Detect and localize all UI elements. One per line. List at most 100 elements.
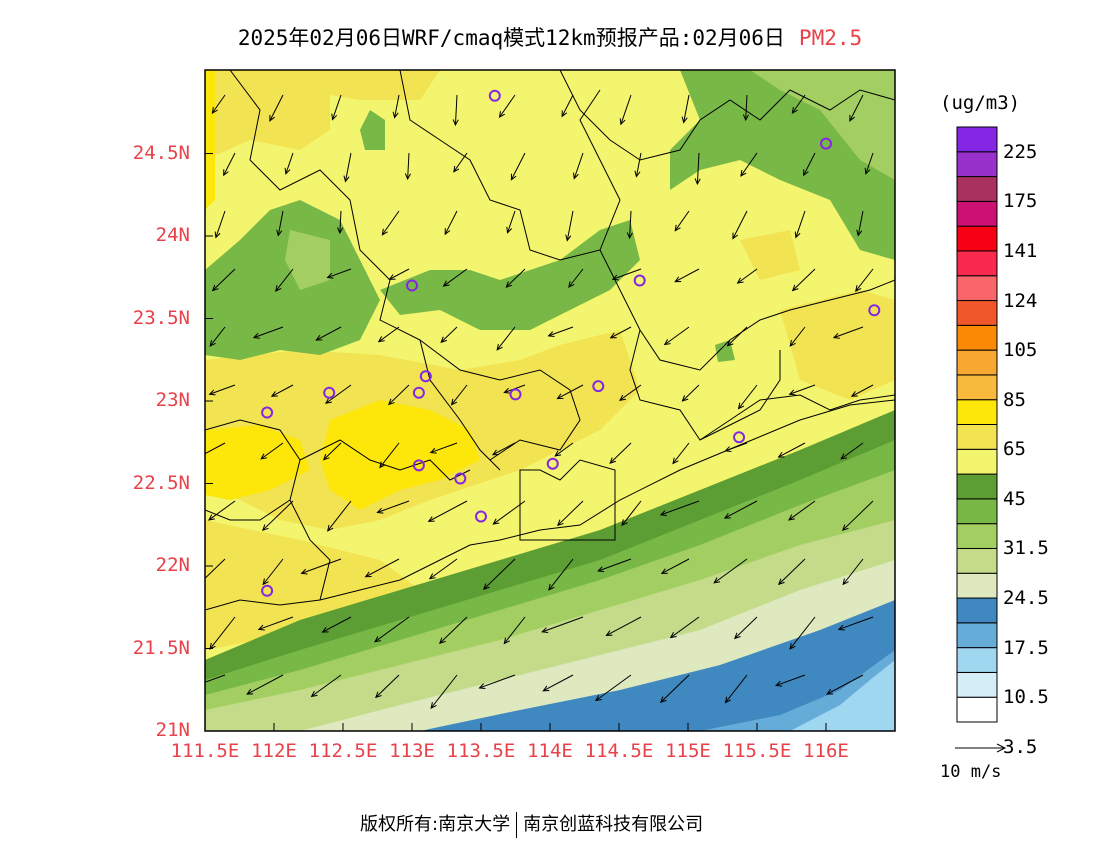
station-marker	[546, 457, 559, 470]
wind-arrow-head	[554, 450, 562, 457]
colorbar-tick-label: 24.5	[1003, 587, 1049, 610]
page-title: 2025年02月06日WRF/cmaq模式12km预报产品:02月06日 PM2.…	[0, 22, 1100, 52]
colorbar-swatch	[956, 324, 998, 351]
wind-arrow-head	[208, 514, 215, 521]
wind-scale-label: 10 m/s	[940, 762, 1002, 782]
wind-arrow-head	[634, 170, 641, 178]
wind-arrow	[483, 558, 516, 590]
y-tick-label: 24.5N	[132, 141, 190, 164]
wind-arrow-head	[681, 116, 688, 124]
wind-arrow-head	[375, 691, 382, 699]
wind-arrow	[672, 442, 690, 464]
wind-arrow	[838, 616, 874, 630]
wind-arrow	[840, 442, 864, 460]
wind-arrow-head	[430, 702, 437, 710]
wind-arrow-head	[269, 114, 275, 122]
wind-arrow	[789, 326, 806, 347]
wind-arrow	[727, 326, 748, 347]
wind-arrow	[725, 674, 748, 703]
wind-arrow-head	[832, 332, 840, 339]
station-marker	[592, 380, 605, 393]
station-marker	[733, 431, 746, 444]
wind-arrow-head	[541, 627, 549, 633]
wind-arrow-head	[260, 453, 268, 460]
colorbar-tick-label: 3.5	[1003, 735, 1038, 758]
wind-arrow	[275, 268, 294, 292]
wind-arrow-head	[609, 332, 617, 339]
colorbar-swatch	[956, 176, 998, 202]
station-markers	[261, 89, 881, 597]
wind-arrow	[277, 210, 284, 236]
colorbar-tick-label: 31.5	[1003, 537, 1049, 560]
wind-arrow	[258, 616, 294, 630]
wind-arrow-head	[547, 331, 555, 337]
wind-arrow-head	[791, 284, 799, 292]
wind-arrow	[451, 384, 468, 406]
wind-arrow-head	[379, 461, 386, 469]
wind-arrow	[260, 442, 284, 460]
wind-arrow	[865, 152, 874, 174]
wind-arrow-head	[491, 449, 499, 456]
wind-arrow	[548, 326, 574, 337]
colorbar-unit: (ug/m3)	[940, 92, 1021, 114]
wind-arrow	[725, 442, 748, 452]
y-tick-label: 23.5N	[132, 306, 190, 329]
wind-arrow-head	[261, 524, 269, 531]
wind-arrow-head	[626, 232, 633, 240]
wind-arrow-head	[496, 343, 503, 351]
wind-arrow	[554, 442, 574, 457]
wind-arrow-head	[505, 281, 513, 288]
wind-arrow-head	[388, 274, 396, 280]
concentration-field	[205, 70, 895, 731]
wind-arrow-head	[310, 690, 318, 698]
wind-arrow-head	[556, 519, 564, 527]
axis-ticks	[204, 153, 827, 732]
wind-arrow-head	[327, 524, 334, 532]
wind-arrow	[778, 558, 806, 585]
wind-arrow-head	[548, 583, 555, 591]
colorbar-tick-label: 65	[1003, 438, 1026, 461]
footer-divider	[516, 812, 518, 838]
wind-arrow	[389, 268, 410, 280]
wind-arrow	[682, 384, 700, 402]
wind-arrow	[430, 442, 458, 454]
station-marker	[323, 386, 336, 399]
wind-arrow	[803, 152, 816, 176]
wind-arrow-head	[257, 624, 265, 631]
wind-arrow	[394, 94, 400, 118]
colorbar	[956, 126, 998, 723]
wind-arrow-head	[789, 339, 796, 347]
wind-arrow	[327, 268, 352, 279]
wind-arrow-head	[609, 457, 616, 464]
wind-arrow-head	[503, 387, 511, 394]
colorbar-swatch	[956, 622, 998, 649]
wind-arrow	[734, 616, 758, 639]
wind-arrow	[429, 558, 458, 580]
wind-arrow-head	[322, 453, 330, 461]
wind-arrow-head	[450, 398, 458, 406]
wind-arrow	[215, 210, 226, 238]
wind-arrow-head	[331, 113, 338, 121]
wind-arrow-head	[713, 577, 721, 584]
wind-arrow	[316, 326, 342, 341]
y-tick-label: 22N	[155, 554, 190, 576]
wind-arrow-head	[789, 643, 796, 650]
wind-arrow	[365, 558, 400, 578]
wind-arrow	[301, 558, 342, 574]
wind-arrow-head	[252, 332, 260, 339]
wind-arrow-head	[429, 447, 437, 454]
y-tick-label: 21.5N	[132, 636, 190, 659]
station-marker	[509, 388, 522, 401]
wind-arrow-head	[503, 637, 510, 645]
x-tick-label: 114.5E	[584, 740, 654, 762]
wind-arrow-head	[214, 231, 221, 239]
wind-arrow	[548, 558, 574, 591]
wind-arrow	[375, 674, 400, 698]
colorbar-tick-label: 225	[1003, 140, 1038, 163]
colorbar-tick-label: 105	[1003, 339, 1038, 362]
wind-arrow-head	[428, 573, 436, 580]
colorbar-swatch	[956, 473, 998, 500]
colorbar-tick-label: 10.5	[1003, 686, 1049, 709]
wind-arrow	[262, 558, 284, 585]
wind-arrow	[842, 500, 874, 531]
